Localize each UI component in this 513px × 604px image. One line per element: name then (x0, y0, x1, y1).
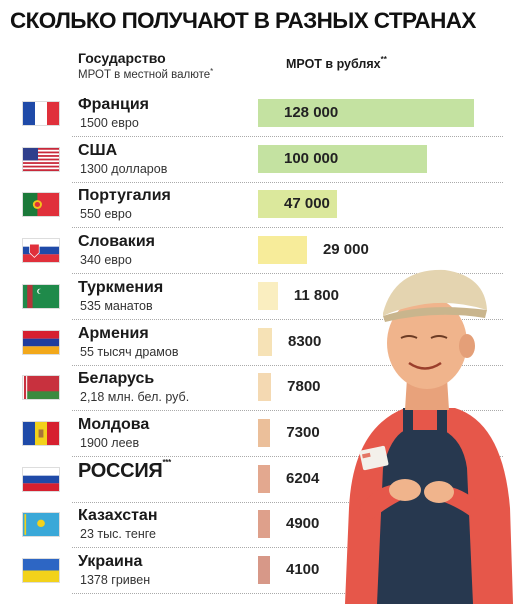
country-name: РОССИЯ*** (78, 457, 171, 482)
country-name: США (78, 141, 118, 159)
country-name: Молдова (78, 415, 150, 433)
row-divider (72, 273, 503, 275)
local-wage: 1300 долларов (80, 161, 168, 176)
bar (258, 510, 270, 539)
country-name: Франция (78, 96, 149, 113)
value-label: 47 000 (284, 195, 330, 213)
slovakia-flag-icon (22, 238, 60, 264)
russia-flag-icon (22, 466, 60, 492)
row-divider (72, 410, 503, 412)
russia-footnote-mark: *** (162, 457, 171, 467)
local-wage: 1378 гривен (80, 573, 151, 587)
country-row: Туркмения 535 манатов 11 800 (0, 274, 513, 320)
country-name: Украина (78, 553, 143, 570)
row-divider (72, 593, 503, 594)
country-row: Франция 1500 евро 128 000 (0, 91, 513, 137)
country-row: РОССИЯ*** 6204 (0, 457, 513, 503)
country-row: Украина 1378 гривен 4100 (0, 548, 513, 594)
row-divider (72, 227, 503, 229)
value-label: 100 000 (284, 149, 339, 167)
bar (258, 144, 427, 173)
row-divider (72, 318, 503, 320)
country-row: Казахстан 23 тыс. тенге 4900 (0, 502, 513, 549)
country-name: Беларусь (78, 370, 155, 388)
local-wage: 340 евро (80, 253, 132, 268)
local-wage: 550 евро (80, 207, 132, 222)
value-label: 7800 (287, 378, 321, 396)
value-label: 128 000 (284, 104, 339, 121)
country-row: Молдова 1900 леев 7300 (0, 411, 513, 457)
row-divider (72, 136, 503, 137)
row-divider (72, 501, 503, 503)
row-divider (72, 547, 503, 549)
bar (258, 99, 474, 127)
bar (258, 556, 270, 584)
row-divider (72, 181, 503, 183)
bar (258, 281, 278, 310)
value-label: 8300 (288, 332, 322, 350)
row-divider (72, 364, 503, 366)
france-flag-icon (22, 101, 60, 126)
value-label: 4100 (286, 561, 320, 578)
country-name: Армения (78, 324, 149, 342)
bar (258, 327, 272, 356)
bar (258, 236, 307, 265)
worker-illustration (345, 269, 513, 604)
country-name: Словакия (78, 233, 155, 251)
country-name: Туркмения (78, 278, 164, 296)
country-name: Казахстан (78, 507, 158, 525)
local-wage: 1500 евро (80, 116, 139, 130)
country-column-header: Государство (78, 50, 166, 66)
value-label: 11 800 (293, 286, 339, 304)
bar (258, 418, 271, 447)
country-row: Португалия 550 евро 47 000 (0, 182, 513, 229)
value-label: 6204 (286, 469, 320, 487)
bar (258, 190, 338, 219)
local-wage: 1900 леев (80, 435, 140, 450)
usa-flag-icon (22, 146, 60, 172)
portugal-flag-icon (22, 192, 60, 218)
local-wage: 55 тысяч драмов (80, 344, 179, 359)
country-row: США 1300 долларов 100 000 (0, 137, 513, 183)
country-name: Португалия (78, 187, 171, 205)
armenia-flag-icon (22, 329, 60, 355)
row-divider (72, 455, 503, 457)
country-row: Беларусь 2,18 млн. бел. руб. 7800 (0, 365, 513, 412)
local-wage: 535 манатов (80, 298, 153, 313)
local-wage: 23 тыс. тенге (80, 527, 156, 542)
country-row: Словакия 340 евро 29 000 (0, 228, 513, 275)
turkmenistan-flag-icon (22, 283, 60, 309)
bar (258, 464, 270, 493)
local-currency-column-header: МРОТ в местной валюте* (78, 67, 214, 81)
moldova-flag-icon (22, 420, 60, 446)
value-label: 29 000 (322, 241, 369, 259)
chart-title: СКОЛЬКО ПОЛУЧАЮТ В РАЗНЫХ СТРАНАХ (10, 8, 476, 33)
bar (258, 373, 272, 402)
local-wage: 2,18 млн. бел. руб. (80, 390, 190, 405)
kazakhstan-flag-icon (22, 512, 60, 538)
country-row: Армения 55 тысяч драмов 8300 (0, 320, 513, 366)
value-label: 4900 (286, 515, 320, 533)
value-label: 7300 (286, 423, 320, 441)
ukraine-flag-icon (22, 558, 60, 583)
rubles-column-header: МРОТ в рублях** (286, 55, 387, 71)
belarus-flag-icon (22, 375, 60, 401)
